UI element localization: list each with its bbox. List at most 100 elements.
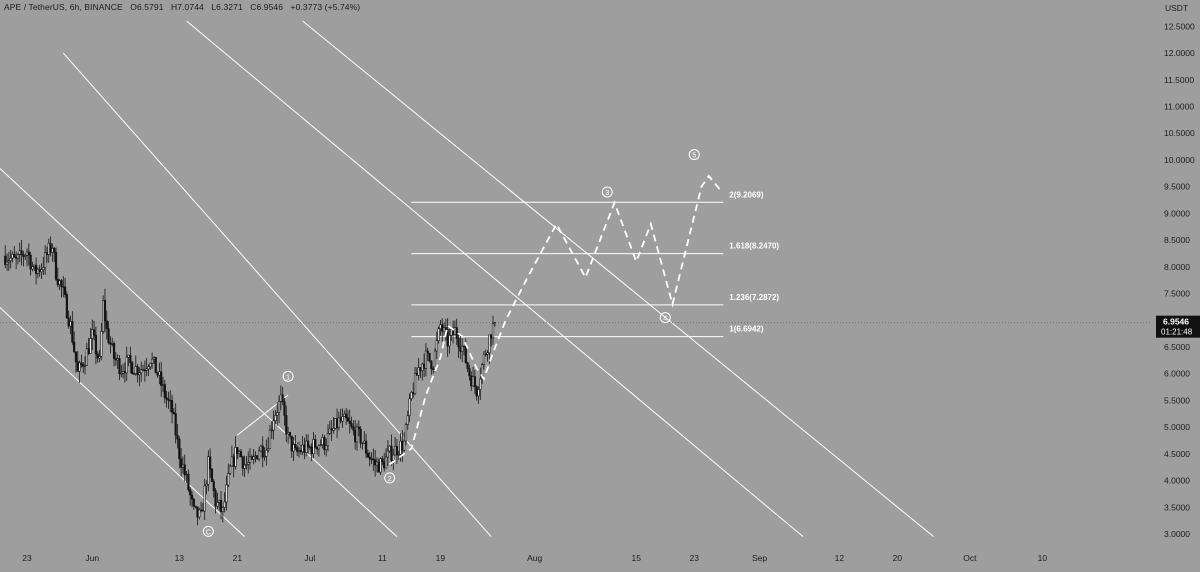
candle-body: [433, 350, 437, 370]
y-tick-label: 10.0000: [1164, 155, 1195, 165]
candle-body: [209, 456, 212, 470]
candle-body: [406, 415, 409, 425]
candle-body: [227, 473, 230, 486]
candle-body: [9, 257, 12, 262]
candle-body: [207, 456, 210, 485]
candle-body: [335, 418, 339, 429]
candle-body: [477, 389, 480, 397]
x-tick-label: 12: [835, 553, 845, 563]
candle-body: [180, 458, 183, 468]
candle-body: [259, 445, 263, 452]
candle-body: [116, 358, 119, 361]
candle-body: [346, 417, 350, 422]
wave-label-c: C: [202, 525, 214, 537]
candle-body: [352, 426, 355, 431]
candle-body: [111, 343, 114, 345]
symbol-header: APE / TetherUS, 6h, BINANCE O6.5791 H7.0…: [4, 2, 365, 12]
candle-body: [482, 353, 486, 365]
candle-body: [185, 473, 188, 476]
candle-body: [339, 417, 342, 422]
candle-body: [24, 255, 27, 257]
candle-body: [370, 458, 373, 460]
x-tick-label: 19: [436, 553, 446, 563]
candle-body: [247, 462, 250, 465]
last-price-value: 6.9546: [1163, 317, 1189, 327]
candle-body: [384, 456, 388, 469]
candle-body: [279, 394, 282, 402]
candle-body: [283, 401, 286, 416]
candle-body: [74, 351, 78, 363]
candle-body: [270, 429, 273, 432]
x-tick-label: Aug: [527, 553, 542, 563]
candle-body: [112, 343, 116, 359]
channel-line-2: [0, 167, 398, 538]
candle-body: [143, 369, 146, 372]
candle-body: [85, 348, 88, 366]
candle-body: [337, 417, 340, 429]
candle-body: [421, 363, 424, 371]
candle-body: [105, 320, 108, 329]
candle-body: [345, 413, 348, 419]
candle-body: [198, 509, 201, 518]
candle-body: [388, 445, 391, 452]
y-tick-label: 10.5000: [1164, 128, 1195, 138]
candle-body: [60, 280, 63, 287]
candle-body: [151, 358, 154, 364]
candle-body: [34, 264, 38, 274]
candle-body: [250, 456, 253, 460]
candle-body: [306, 440, 310, 448]
candle-body: [15, 256, 18, 259]
candle-body: [319, 444, 322, 446]
candle-body: [355, 426, 359, 443]
candle-body: [305, 440, 308, 453]
candle-body: [125, 356, 128, 374]
candle-body: [83, 365, 87, 367]
candle-body: [455, 327, 458, 339]
candle-body: [141, 369, 145, 371]
close-value: C6.9546: [250, 2, 284, 12]
candle-body: [375, 461, 379, 466]
candle-body: [296, 447, 299, 452]
candle-body: [395, 445, 399, 456]
candle-body: [174, 413, 177, 436]
candle-body: [187, 473, 190, 491]
candle-body: [310, 446, 313, 454]
candle-body: [18, 250, 21, 255]
candle-body: [441, 324, 444, 332]
candle-body: [239, 451, 243, 458]
y-tick-label: 4.0000: [1164, 476, 1190, 486]
candle-body: [328, 428, 331, 434]
candle-body: [205, 483, 208, 487]
candle-body: [471, 376, 475, 387]
candle-body: [82, 364, 85, 367]
candle-body: [225, 484, 228, 503]
candle-body: [316, 446, 319, 450]
candle-body: [152, 356, 156, 360]
candle-body: [132, 373, 136, 375]
wave-label-1: 1: [282, 370, 294, 382]
candle-body: [40, 269, 43, 273]
candle-body: [232, 456, 235, 467]
wave-label-text: 3: [605, 188, 609, 197]
y-tick-label: 3.0000: [1164, 529, 1190, 539]
candle-body: [392, 454, 395, 461]
candle-body: [348, 420, 351, 424]
candle-body: [479, 378, 482, 390]
candle-body: [374, 459, 377, 466]
symbol-label[interactable]: APE / TetherUS, 6h, BINANCE: [4, 2, 123, 12]
candle-body: [178, 438, 181, 460]
candle-body: [31, 266, 34, 270]
candle-body: [488, 334, 491, 354]
candle-body: [257, 450, 261, 460]
candle-body: [158, 371, 161, 376]
candle-body: [65, 294, 68, 319]
candle-body: [114, 358, 117, 361]
candle-body: [413, 372, 417, 395]
x-axis: 23 Jun 13 21 Jul 11 19 Aug 15 23 Sep 12 20 Oct 10: [22, 553, 1047, 563]
candle-body: [243, 464, 246, 469]
currency-label: USDT: [1165, 3, 1188, 13]
candle-body: [383, 461, 386, 469]
candle-body: [277, 401, 281, 413]
candle-body: [308, 446, 311, 448]
